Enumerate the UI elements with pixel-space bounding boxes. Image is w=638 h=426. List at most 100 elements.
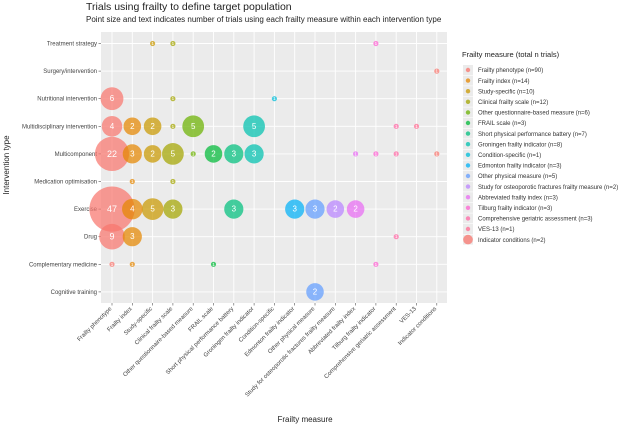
point-label: 1	[172, 96, 175, 101]
point-frail-scale-complementary-medicine	[210, 261, 217, 267]
point-label: 1	[354, 151, 357, 156]
point-label: 1	[172, 179, 175, 184]
point-label: 1	[375, 151, 378, 156]
point-frail-scale-multicomponent	[204, 145, 223, 163]
point-label: 1	[375, 41, 378, 46]
point-label: 3	[171, 205, 176, 214]
legend-entry-comprehensive-geriatric-assessment: Comprehensive geriatric assessment (n=3)	[478, 217, 593, 223]
point-indicator-conditions-surgery-intervention	[434, 68, 440, 74]
point-frailty-index-exercise	[122, 198, 143, 220]
legend-entry-other-questionnaire-based-measure: Other questionnaire-based measure (n=6)	[478, 111, 590, 117]
point-label: 1	[172, 41, 175, 46]
point-study-specific-exercise	[141, 198, 164, 220]
y-tick-label-surgery-intervention: Surgery/intervention	[43, 69, 97, 75]
point-label: 1	[436, 151, 439, 156]
y-tick-label-exercise: Exercise	[74, 207, 98, 213]
legend-entry-other-physical-measure: Other physical measure (n=5)	[478, 174, 557, 180]
point-label: 4	[130, 205, 135, 214]
point-frailty-phenotype-multidisciplinary-intervention	[101, 116, 123, 137]
point-groningen-frailty-indicator-multicomponent	[244, 144, 264, 164]
y-axis-title: Intervention type	[2, 135, 11, 195]
point-label: 5	[252, 122, 257, 131]
point-label: 1	[395, 151, 398, 156]
point-frailty-index-drug	[122, 227, 142, 247]
point-label: 2	[353, 205, 358, 214]
x-axis-title: Frailty measure	[277, 415, 333, 424]
point-frailty-index-multicomponent	[122, 144, 142, 164]
legend-swatch	[465, 205, 471, 210]
point-label: 1	[212, 262, 215, 267]
x-tick-label-frailty-phenotype: Frailty phenotype	[77, 306, 114, 343]
chart-title: Trials using frailty to define target po…	[86, 1, 292, 13]
point-label: 3	[232, 149, 237, 158]
point-frailty-index-medication-optimisation	[129, 178, 135, 185]
point-label: 47	[107, 204, 117, 214]
y-tick-label-multicomponent: Multicomponent	[55, 152, 98, 158]
legend-entry-condition-specific: Condition-specific (n=1)	[478, 153, 541, 159]
point-label: 1	[395, 124, 398, 129]
legend-title: Frailty measure (total n trials)	[462, 50, 560, 59]
point-label: 1	[436, 69, 439, 74]
point-label: 1	[131, 179, 134, 184]
legend-swatch	[465, 226, 471, 232]
point-clinical-frailty-scale-treatment-strategy	[170, 40, 176, 47]
point-comprehensive-geriatric-assessment-multicomponent	[393, 151, 399, 157]
point-study-specific-multicomponent	[143, 145, 162, 163]
legend-entry-study-specific: Study-specific (n=10)	[478, 89, 535, 95]
x-tick-label-indicator-conditions: Indicator conditions	[397, 306, 438, 347]
point-label: 9	[109, 232, 114, 242]
point-other-questionnaire-based-measure-multicomponent	[190, 151, 196, 157]
y-tick-label-complementary-medicine: Complementary medicine	[29, 262, 98, 268]
point-frailty-phenotype-multicomponent	[94, 136, 130, 172]
point-study-for-osteoporotic-fractures-frailty-measure-exercise	[326, 200, 345, 218]
point-label: 2	[333, 205, 338, 214]
y-tick-label-drug: Drug	[84, 235, 97, 241]
point-study-specific-multidisciplinary-intervention	[143, 117, 162, 136]
legend-swatch	[465, 163, 471, 168]
legend-entry-ves-13: VES-13 (n=1)	[478, 227, 515, 233]
legend-entry-short-physical-performance-battery: Short physical performance battery (n=7)	[478, 132, 587, 138]
legend-entry-clinical-frailty-scale: Clinical frailty scale (n=12)	[478, 100, 548, 106]
point-label: 1	[273, 96, 276, 101]
legend-entry-frailty-phenotype: Frailty phenotype (n=90)	[478, 68, 543, 74]
point-clinical-frailty-scale-medication-optimisation	[170, 178, 176, 185]
legend-swatch	[465, 110, 471, 115]
grid-lines	[101, 32, 447, 303]
point-label: 1	[131, 262, 134, 267]
legend-entry-edmonton-frailty-indicator: Edmonton frailty indicator (n=3)	[478, 164, 562, 170]
point-label: 3	[292, 205, 297, 214]
legend-swatch	[465, 216, 471, 221]
x-tick-label-comprehensive-geriatric-assessment: Comprehensive geriatric assessment	[324, 306, 398, 380]
point-label: 1	[151, 41, 154, 46]
point-label: 5	[171, 149, 176, 158]
legend-entry-abbreviated-frailty-index: Abbreviated frailty index (n=3)	[478, 195, 558, 201]
chart-subtitle: Point size and text indicates number of …	[86, 15, 442, 24]
point-clinical-frailty-scale-multicomponent	[162, 143, 184, 165]
point-indicator-conditions-multicomponent	[434, 151, 440, 157]
y-axis-ticks: Treatment strategy Surgery/intervention Nu…	[22, 42, 101, 296]
y-tick-label-treatment-strategy: Treatment strategy	[47, 42, 97, 48]
point-label: 1	[415, 124, 418, 129]
point-condition-specific-nutritional-intervention	[271, 96, 277, 102]
point-tilburg-frailty-indicator-multicomponent	[373, 151, 379, 157]
legend-entry-indicator-conditions: Indicator conditions (n=2)	[478, 238, 546, 244]
point-label: 2	[150, 122, 155, 131]
point-label: 3	[252, 149, 257, 158]
y-tick-label-medication-optimisation: Medication optimisation	[34, 180, 97, 186]
point-other-physical-measure-exercise	[305, 199, 325, 219]
point-label: 3	[130, 149, 135, 158]
point-frailty-phenotype-drug	[99, 223, 125, 250]
point-short-physical-performance-battery-multicomponent	[224, 144, 244, 164]
legend-entry-frail-scale: FRAIL scale (n=3)	[478, 121, 526, 127]
point-tilburg-frailty-indicator-treatment-strategy	[373, 40, 379, 47]
point-label: 6	[110, 94, 115, 103]
point-label: 1	[111, 262, 114, 267]
point-label: 2	[211, 149, 216, 158]
point-groningen-frailty-indicator-multidisciplinary-intervention	[243, 115, 265, 138]
point-abbreviated-frailty-index-exercise	[346, 200, 365, 218]
point-tilburg-frailty-indicator-complementary-medicine	[373, 261, 379, 267]
x-tick-label-condition-specific: Condition-specific	[238, 306, 276, 344]
point-label: 2	[150, 149, 155, 158]
